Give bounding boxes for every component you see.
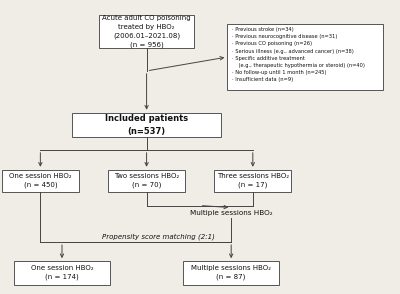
Text: Three sessions HBO₂
(n = 17): Three sessions HBO₂ (n = 17) <box>217 173 289 188</box>
Text: Propensity score matching (2:1): Propensity score matching (2:1) <box>102 233 215 240</box>
FancyBboxPatch shape <box>72 113 221 138</box>
Text: One session HBO₂
(n = 174): One session HBO₂ (n = 174) <box>31 265 93 280</box>
Text: Two sessions HBO₂
(n = 70): Two sessions HBO₂ (n = 70) <box>114 173 179 188</box>
FancyBboxPatch shape <box>2 170 79 192</box>
Text: One session HBO₂
(n = 450): One session HBO₂ (n = 450) <box>9 173 72 188</box>
Text: Acute adult CO poisoning
treated by HBO₂
(2006.01–2021.08)
(n = 956): Acute adult CO poisoning treated by HBO₂… <box>102 15 191 48</box>
FancyBboxPatch shape <box>14 261 110 285</box>
Text: Multiple sessions HBO₂
(n = 87): Multiple sessions HBO₂ (n = 87) <box>191 265 271 280</box>
FancyBboxPatch shape <box>108 170 185 192</box>
FancyBboxPatch shape <box>227 24 383 90</box>
FancyBboxPatch shape <box>99 15 194 48</box>
FancyBboxPatch shape <box>183 261 279 285</box>
FancyBboxPatch shape <box>214 170 291 192</box>
Text: Included patients
(n=537): Included patients (n=537) <box>105 114 188 136</box>
Text: Multiple sessions HBO₂: Multiple sessions HBO₂ <box>190 210 272 216</box>
Text: · Previous stroke (n=34)
· Previous neurocognitive disease (n=31)
· Previous CO : · Previous stroke (n=34) · Previous neur… <box>232 27 365 82</box>
